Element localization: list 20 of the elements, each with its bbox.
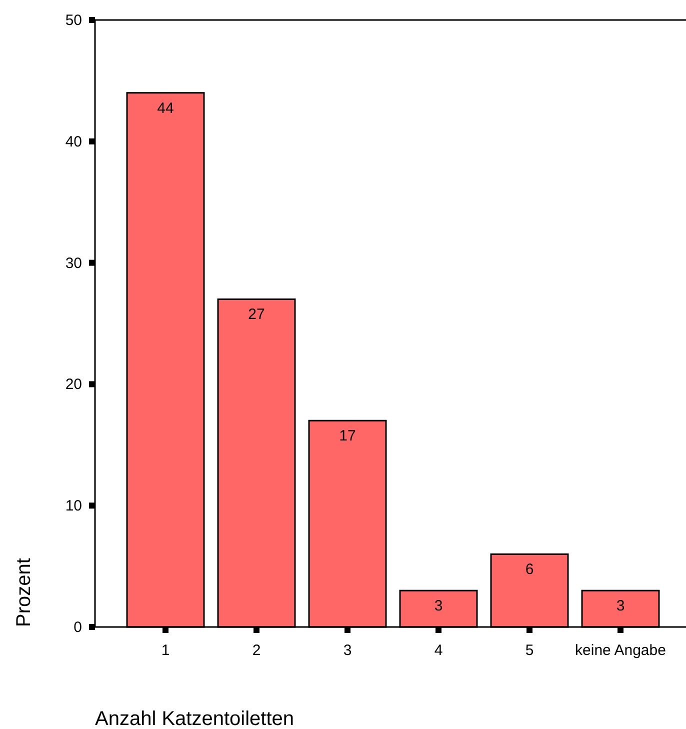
x-axis-title: Anzahl Katzentoiletten	[95, 708, 294, 729]
x-tick-label: 5	[525, 642, 534, 659]
x-tick-label: 3	[343, 642, 352, 659]
x-tick-label: keine Angabe	[575, 642, 666, 659]
x-tick-label: 2	[252, 642, 261, 659]
data-label: 6	[525, 561, 534, 578]
y-tick-label: 40	[65, 133, 82, 150]
data-label: 17	[339, 428, 356, 445]
x-tick-label: 1	[161, 642, 170, 659]
data-label: 27	[248, 306, 265, 324]
y-tick-label: 50	[65, 12, 82, 29]
y-tick-label: 10	[65, 498, 82, 515]
y-tick-label: 0	[74, 619, 82, 636]
data-label: 3	[616, 598, 625, 615]
y-tick-label: 30	[65, 254, 82, 272]
data-label: 3	[434, 598, 443, 615]
y-axis-title: Prozent	[13, 558, 35, 627]
x-tick-label: 4	[434, 642, 443, 659]
data-label: 44	[157, 100, 174, 117]
y-tick-label: 20	[65, 376, 82, 394]
